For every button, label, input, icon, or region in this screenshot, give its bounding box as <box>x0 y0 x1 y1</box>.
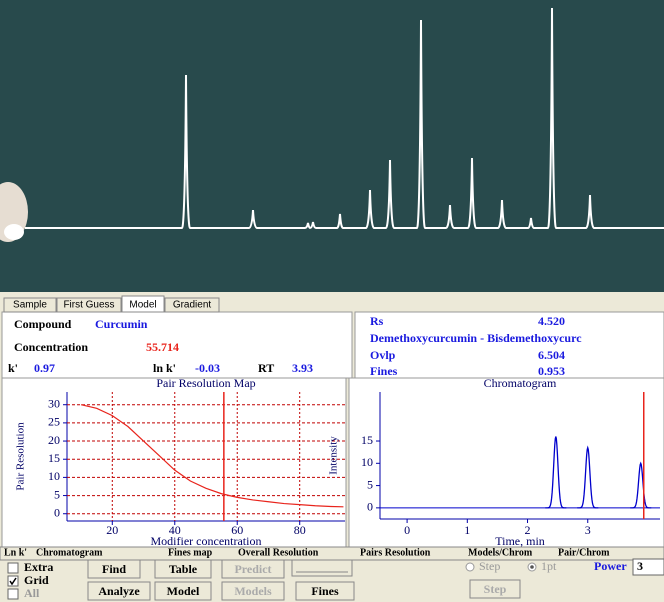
tab-label: Gradient <box>173 300 212 311</box>
tab[interactable]: First Guess <box>57 298 121 312</box>
x-axis-label: Time, min <box>495 534 545 548</box>
y-axis-label: Pair Resolution <box>15 422 27 491</box>
button-label: Fines <box>311 584 339 598</box>
checkbox-box <box>8 589 18 599</box>
concentration-value: 55.714 <box>146 340 179 354</box>
button-label: Step <box>484 582 507 596</box>
bottom-tab[interactable]: Overall Resolution <box>238 547 319 558</box>
x-axis-label: Modifier concentration <box>151 534 262 548</box>
button[interactable]: Model <box>155 582 211 600</box>
compound-label: Compound <box>14 317 72 331</box>
ovlp-value: 6.504 <box>538 348 565 362</box>
checkbox-box <box>8 563 18 573</box>
ln-k-value: -0.03 <box>195 361 220 375</box>
y-tick-label: 10 <box>48 469 60 483</box>
rt-label: RT <box>258 361 274 375</box>
radio-label: Step <box>479 559 500 573</box>
compound-value: Curcumin <box>95 317 148 331</box>
bottom-tab[interactable]: Fines map <box>168 547 213 558</box>
chart-title: Chromatogram <box>484 376 557 390</box>
bottom-tab[interactable]: Ln k' <box>4 547 27 558</box>
ovlp-label: Ovlp <box>370 348 396 362</box>
power-label: Power <box>594 559 627 573</box>
tab-label: First Guess <box>63 300 114 311</box>
bottom-tab[interactable]: Chromatogram <box>36 547 103 558</box>
rs-value: 4.520 <box>538 314 565 328</box>
y-tick-label: 5 <box>54 487 60 501</box>
button[interactable]: Find <box>88 560 140 578</box>
y-axis-label: Intensity <box>328 436 340 475</box>
checkbox-label: All <box>24 586 40 600</box>
info-panel-right <box>355 312 664 378</box>
button-label: Models <box>234 584 272 598</box>
rs-label: Rs <box>370 314 384 328</box>
button-label: Predict <box>234 562 271 576</box>
button: Predict <box>222 560 284 578</box>
y-tick-label: 30 <box>48 396 60 410</box>
bottom-tab[interactable]: Pair/Chrom <box>558 547 610 558</box>
button-label: Table <box>169 562 198 576</box>
radio-dot <box>466 563 474 571</box>
button: Models <box>222 582 284 600</box>
slider-frame <box>292 560 352 576</box>
tab-label: Sample <box>13 300 47 311</box>
x-tick-label: 3 <box>585 523 591 537</box>
power-input[interactable]: 3 <box>633 559 664 575</box>
x-tick-label: 80 <box>294 523 306 537</box>
fingernail <box>4 224 24 240</box>
y-tick-label: 15 <box>361 433 373 447</box>
chromatogram-panel <box>349 378 664 548</box>
y-tick-label: 0 <box>54 505 60 519</box>
checkbox-box <box>8 576 18 586</box>
x-tick-label: 20 <box>106 523 118 537</box>
page: {"tabs": ["Sample", "First Guess", "Mode… <box>0 0 664 602</box>
x-tick-label: 40 <box>169 523 181 537</box>
concentration-label: Concentration <box>14 340 88 354</box>
button[interactable]: Fines <box>296 582 354 600</box>
fines-label: Fines <box>370 364 398 378</box>
power-value: 3 <box>637 559 643 573</box>
x-tick-label: 0 <box>404 523 410 537</box>
radio-selected <box>530 565 534 569</box>
y-tick-label: 10 <box>361 455 373 469</box>
tab-label: Model <box>129 300 156 311</box>
y-tick-label: 20 <box>48 433 60 447</box>
button-label: Model <box>167 584 200 598</box>
x-tick-label: 60 <box>231 523 243 537</box>
checkbox-label: Grid <box>24 573 49 587</box>
chart-title: Pair Resolution Map <box>156 376 255 390</box>
x-tick-label: 2 <box>525 523 531 537</box>
k-prime-label: k' <box>8 361 18 375</box>
ln-k-label: ln k' <box>153 361 176 375</box>
button[interactable]: Table <box>155 560 211 578</box>
x-tick-label: 1 <box>464 523 470 537</box>
tab[interactable]: Model <box>122 296 164 312</box>
radio-label: 1pt <box>541 559 557 573</box>
bottom-tab[interactable]: Models/Chrom <box>468 547 533 558</box>
tab[interactable]: Sample <box>4 298 56 312</box>
k-prime-value: 0.97 <box>34 361 55 375</box>
y-tick-label: 5 <box>367 477 373 491</box>
button[interactable]: Analyze <box>88 582 150 600</box>
bottom-tab[interactable]: Pairs Resolution <box>360 547 431 558</box>
screen: Sample First Guess Model Gradient Compound Cu… <box>0 0 664 602</box>
button-label: Analyze <box>98 584 140 598</box>
slider[interactable] <box>292 560 352 576</box>
button: Step <box>470 580 520 598</box>
checkbox-label: Extra <box>24 560 53 574</box>
y-tick-label: 0 <box>367 500 373 514</box>
y-tick-label: 15 <box>48 451 60 465</box>
pair-name: Demethoxycurcumin - Bisdemethoxycurc <box>370 331 582 345</box>
rt-value: 3.93 <box>292 361 313 375</box>
y-tick-label: 25 <box>48 415 60 429</box>
banner <box>0 0 664 292</box>
button-label: Find <box>102 562 126 576</box>
tab[interactable]: Gradient <box>165 298 219 312</box>
